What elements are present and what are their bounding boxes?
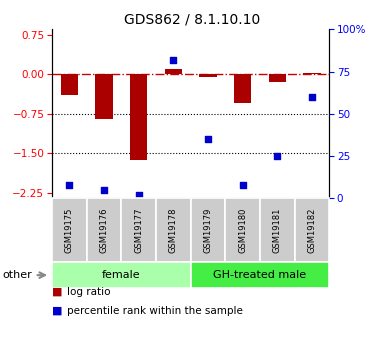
Bar	[303, 73, 320, 74]
Point	[101, 187, 107, 193]
Bar	[61, 74, 78, 95]
Text: GH-treated male: GH-treated male	[213, 270, 306, 280]
Text: GSM19182: GSM19182	[307, 208, 316, 253]
Point	[205, 136, 211, 142]
Bar	[234, 74, 251, 103]
Text: GSM19180: GSM19180	[238, 208, 247, 253]
Point	[170, 57, 176, 62]
Text: percentile rank within the sample: percentile rank within the sample	[67, 306, 243, 315]
Point	[66, 182, 72, 188]
Text: GSM19177: GSM19177	[134, 208, 143, 253]
Text: GSM19179: GSM19179	[203, 208, 213, 253]
Bar	[268, 74, 286, 82]
Bar	[95, 74, 112, 119]
Point	[239, 182, 246, 188]
Point	[309, 94, 315, 100]
Text: GSM19176: GSM19176	[99, 208, 109, 253]
Text: GSM19178: GSM19178	[169, 208, 178, 253]
Text: GDS862 / 8.1.10.10: GDS862 / 8.1.10.10	[124, 12, 261, 26]
Bar	[164, 69, 182, 74]
Text: ■: ■	[52, 287, 62, 296]
Text: other: other	[2, 270, 32, 280]
Text: GSM19181: GSM19181	[273, 208, 282, 253]
Bar	[130, 74, 147, 160]
Bar	[199, 74, 216, 77]
Point	[274, 153, 280, 159]
Point	[136, 192, 142, 198]
Text: log ratio: log ratio	[67, 287, 111, 296]
Text: GSM19175: GSM19175	[65, 208, 74, 253]
Text: female: female	[102, 270, 141, 280]
Text: ■: ■	[52, 306, 62, 315]
